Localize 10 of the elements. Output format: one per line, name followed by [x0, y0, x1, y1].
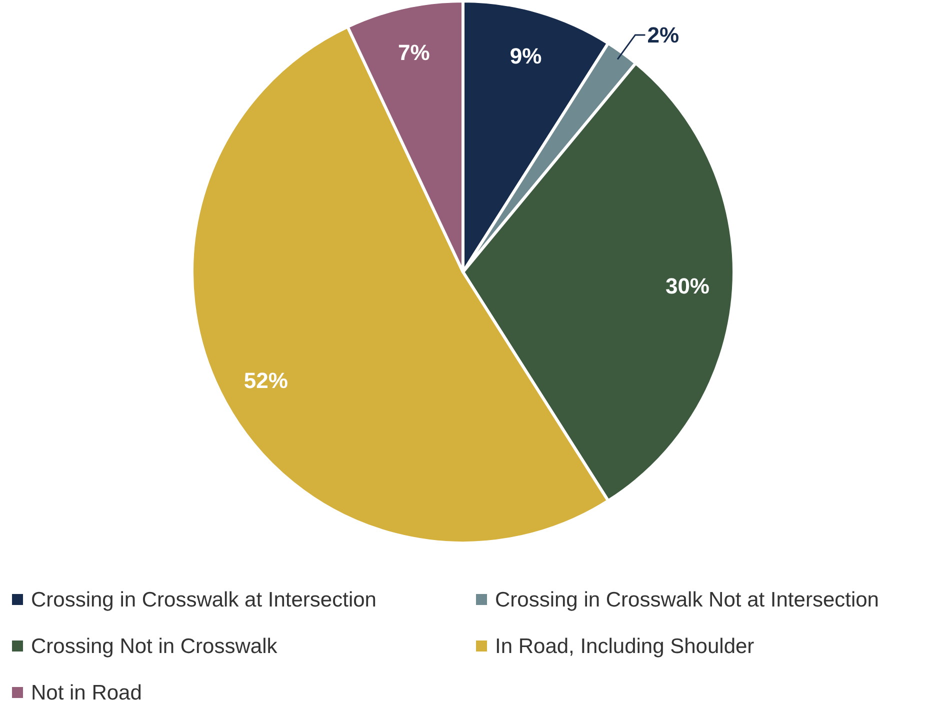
data-label: 7% [398, 40, 430, 65]
data-label: 30% [665, 274, 710, 299]
legend-label: Crossing in Crosswalk Not at Intersection [495, 588, 879, 612]
data-label: 52% [244, 368, 288, 393]
data-label: 2% [647, 22, 680, 48]
legend-label: Crossing in Crosswalk at Intersection [31, 588, 376, 612]
data-label: 9% [510, 44, 542, 68]
legend-label: In Road, Including Shoulder [495, 635, 754, 658]
legend-label: Crossing Not in Crosswalk [31, 635, 278, 658]
legend-label: Not in Road [31, 682, 142, 704]
